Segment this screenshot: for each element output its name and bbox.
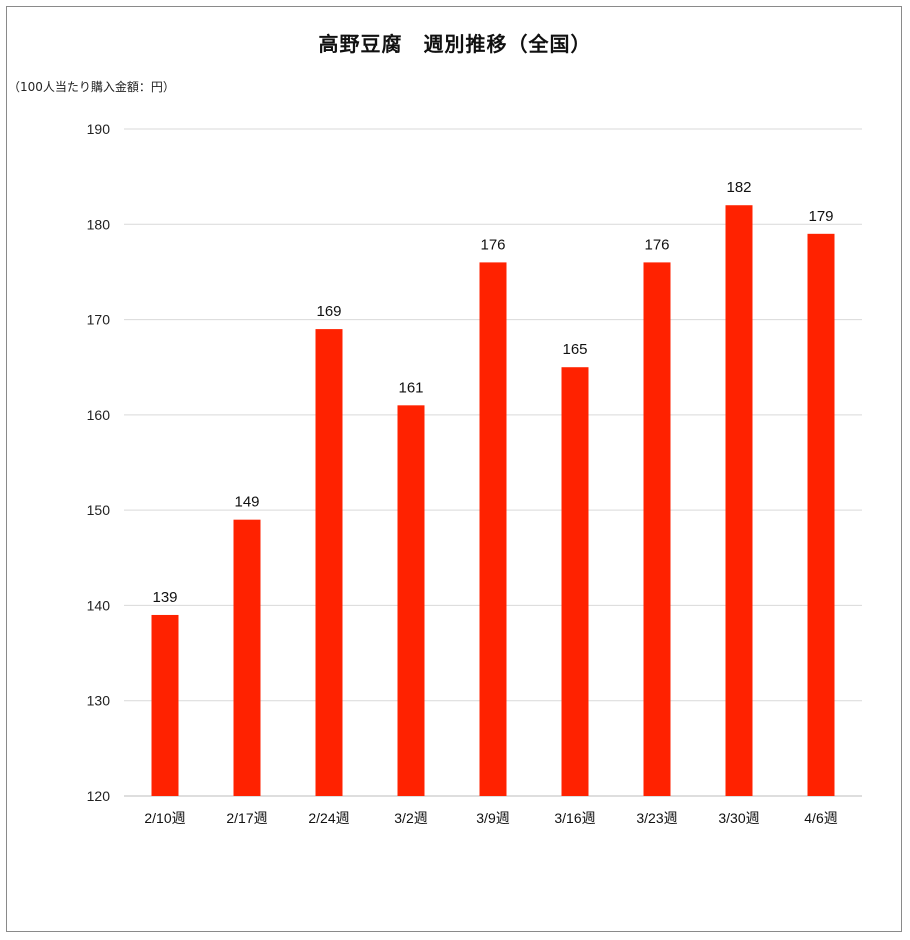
- x-tick-label: 2/24週: [308, 810, 349, 826]
- bar: [561, 367, 589, 796]
- bars: [151, 205, 835, 797]
- x-axis-ticks: 2/10週 2/17週 2/24週 3/2週 3/9週 3/16週 3/23週 3/30週 4/…: [144, 810, 837, 826]
- data-label: 176: [480, 236, 505, 253]
- y-tick-label: 190: [87, 121, 111, 137]
- bar: [315, 329, 343, 796]
- x-tick-label: 2/10週: [144, 810, 185, 826]
- y-tick-label: 160: [87, 407, 111, 423]
- x-tick-label: 3/2週: [394, 810, 427, 826]
- y-tick-label: 120: [87, 788, 111, 804]
- data-label: 149: [234, 494, 259, 511]
- y-tick-label: 180: [87, 216, 111, 232]
- data-label: 165: [562, 341, 587, 358]
- data-label: 182: [726, 179, 751, 196]
- data-label: 161: [398, 379, 423, 396]
- y-tick-label: 140: [87, 597, 111, 613]
- data-label: 169: [316, 303, 341, 320]
- bar: [151, 614, 179, 796]
- chart-title: 高野豆腐 週別推移（全国）: [318, 32, 592, 56]
- y-tick-label: 150: [87, 502, 111, 518]
- y-axis-ticks: 120 130 140 150 160 170 180 190: [87, 121, 111, 804]
- data-labels: 139 149 169 161 176 165 176 182 179: [152, 179, 833, 606]
- x-tick-label: 4/6週: [804, 810, 837, 826]
- bar: [233, 519, 261, 796]
- bar: [479, 262, 507, 796]
- x-tick-label: 3/9週: [476, 810, 509, 826]
- y-tick-label: 130: [87, 693, 111, 709]
- x-tick-label: 3/16週: [554, 810, 595, 826]
- bar: [725, 205, 753, 796]
- bar: [643, 262, 671, 796]
- x-tick-label: 3/30週: [718, 810, 759, 826]
- x-tick-label: 3/23週: [636, 810, 677, 826]
- data-label: 176: [644, 236, 669, 253]
- data-label: 139: [152, 589, 177, 606]
- y-axis-unit-label: （100人当たり購入金額：円）: [8, 80, 175, 94]
- bar: [807, 233, 835, 797]
- x-tick-label: 2/17週: [226, 810, 267, 826]
- y-tick-label: 170: [87, 312, 111, 328]
- data-label: 179: [808, 208, 833, 225]
- bar: [397, 405, 425, 796]
